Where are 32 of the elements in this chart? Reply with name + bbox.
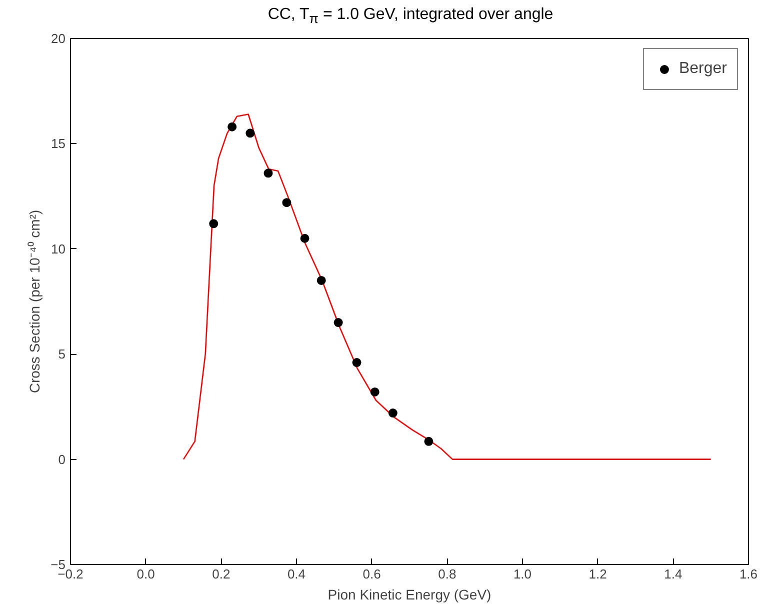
x-tick-label: 1.6 [739, 566, 758, 582]
point [228, 122, 237, 132]
x-tick-label: 0.0 [136, 566, 155, 582]
line-series [182, 114, 712, 460]
point [300, 234, 310, 243]
y-tick-label: −5 [50, 557, 66, 572]
x-axis-title: Pion Kinetic Energy (GeV) [328, 586, 492, 602]
point [282, 198, 292, 208]
legend-label: Berger [678, 60, 727, 78]
y-axis-title: Cross Section (per 10⁻⁴⁰ cm²) [26, 210, 43, 394]
point [370, 387, 380, 396]
x-tick-label: 1.4 [664, 566, 682, 582]
point [264, 168, 273, 178]
y-tick-label: 5 [58, 346, 66, 362]
y-tick-label: 15 [51, 136, 66, 152]
point [334, 318, 343, 328]
point [352, 358, 362, 368]
x-tick-label: 1.2 [588, 566, 607, 582]
y-tick-label: 0 [58, 452, 66, 467]
x-tick-label: 0.6 [362, 566, 381, 582]
x-tick-label: 0.4 [287, 566, 306, 582]
x-tick-label: 0.8 [438, 566, 456, 582]
point [424, 436, 434, 446]
point [388, 408, 398, 418]
y-tick-label: 20 [51, 31, 66, 46]
x-tick-label: 1.0 [513, 566, 532, 582]
point [316, 276, 326, 285]
chart-title: CC, T$_{π}$ = 1.0 GeV, integrated over angle [268, 5, 554, 28]
x-tick-label: 0.2 [212, 566, 230, 582]
point [246, 128, 255, 138]
point [209, 219, 218, 228]
y-tick-label: 10 [51, 241, 66, 256]
